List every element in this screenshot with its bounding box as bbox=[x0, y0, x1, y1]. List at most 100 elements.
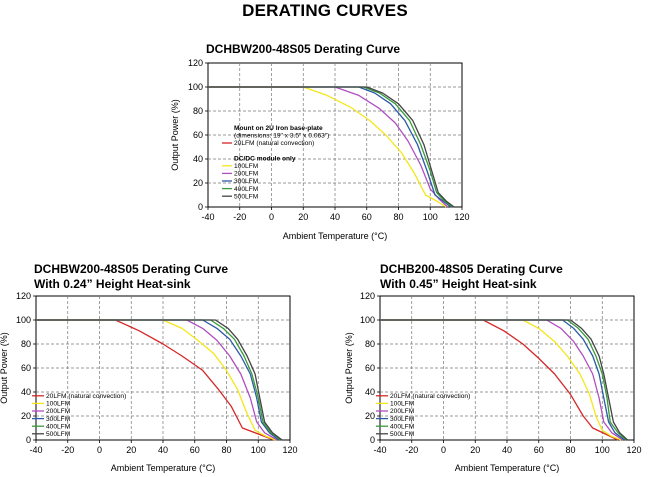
chart-title-bottom-right: DCHB200-48S05 Derating Curve With 0.45” … bbox=[380, 262, 563, 292]
series-line-200lfm bbox=[36, 319, 278, 441]
legend-entry: 200LFM bbox=[46, 408, 70, 415]
x-tick-label: -20 bbox=[405, 445, 418, 455]
x-tick-label: 40 bbox=[502, 445, 512, 455]
y-tick-label: 40 bbox=[365, 387, 375, 397]
series-line-300lfm bbox=[208, 86, 452, 208]
y-tick-label: 60 bbox=[193, 130, 203, 140]
legend-entry: (dimensions: 19" x 3.5" x 0.063") bbox=[234, 133, 329, 140]
y-tick-label: 120 bbox=[188, 58, 203, 68]
x-tick-label: 120 bbox=[454, 212, 469, 222]
y-tick-label: 100 bbox=[188, 82, 203, 92]
y-axis-label: Output Power (%) bbox=[170, 99, 180, 171]
x-tick-label: 20 bbox=[298, 212, 308, 222]
y-axis-label: Output Power (%) bbox=[344, 332, 354, 404]
legend-entry: 100LFM bbox=[234, 163, 258, 170]
chart-title-top: DCHBW200-48S05 Derating Curve bbox=[206, 42, 400, 57]
chart-title-line: DCHBW200-48S05 Derating Curve bbox=[34, 262, 229, 276]
y-axis-label: Output Power (%) bbox=[0, 332, 9, 404]
legend-entry: 200LFM bbox=[234, 171, 258, 178]
y-tick-label: 80 bbox=[21, 339, 31, 349]
x-tick-label: 60 bbox=[190, 445, 200, 455]
series-line-100lfm bbox=[36, 319, 276, 441]
y-tick-label: 20 bbox=[365, 411, 375, 421]
series-line-100lfm bbox=[380, 319, 622, 441]
y-tick-label: 0 bbox=[26, 435, 31, 445]
chart-title-line: DCHB200-48S05 Derating Curve bbox=[380, 262, 563, 276]
legend-entry: 300LFM bbox=[234, 178, 258, 185]
x-tick-label: -40 bbox=[373, 445, 386, 455]
x-tick-label: 0 bbox=[441, 445, 446, 455]
series-line-400lfm bbox=[380, 319, 627, 441]
legend-entry: 400LFM bbox=[390, 423, 414, 430]
y-tick-label: 80 bbox=[365, 339, 375, 349]
legend-entry: 400LFM bbox=[46, 423, 70, 430]
series-line-500lfm bbox=[208, 86, 455, 208]
x-tick-label: 0 bbox=[269, 212, 274, 222]
x-tick-label: -20 bbox=[233, 212, 246, 222]
legend-entry: 400LFM bbox=[234, 186, 258, 193]
series-line-500lfm bbox=[36, 319, 283, 441]
x-tick-label: 100 bbox=[423, 212, 438, 222]
x-tick-label: 0 bbox=[97, 445, 102, 455]
x-axis-label: Ambient Temperature (°C) bbox=[111, 463, 215, 473]
x-tick-label: 60 bbox=[362, 212, 372, 222]
series-line-500lfm bbox=[380, 319, 629, 441]
series-line-400lfm bbox=[208, 86, 453, 208]
x-tick-label: 80 bbox=[221, 445, 231, 455]
x-tick-label: -40 bbox=[201, 212, 214, 222]
x-tick-label: 40 bbox=[158, 445, 168, 455]
legend-entry: 300LFM bbox=[390, 416, 414, 423]
legend-entry: 500LFM bbox=[234, 193, 258, 200]
x-tick-label: 40 bbox=[330, 212, 340, 222]
x-tick-label: 60 bbox=[534, 445, 544, 455]
legend-entry: DC/DC module only bbox=[234, 155, 296, 162]
y-tick-label: 120 bbox=[360, 291, 375, 301]
series-line-100lfm bbox=[208, 86, 447, 208]
y-tick-label: 100 bbox=[16, 315, 31, 325]
legend-entry: 20LFM (natural convection) bbox=[234, 140, 314, 147]
x-tick-label: 80 bbox=[393, 212, 403, 222]
series-line-20lfm bbox=[380, 319, 619, 441]
series-line-300lfm bbox=[36, 319, 280, 441]
y-tick-label: 20 bbox=[21, 411, 31, 421]
y-tick-label: 40 bbox=[21, 387, 31, 397]
x-axis-label: Ambient Temperature (°C) bbox=[283, 231, 387, 241]
y-tick-label: 0 bbox=[370, 435, 375, 445]
y-tick-label: 40 bbox=[193, 154, 203, 164]
x-tick-label: 100 bbox=[595, 445, 610, 455]
x-tick-label: 120 bbox=[626, 445, 641, 455]
series-line-300lfm bbox=[380, 319, 625, 441]
y-tick-label: 0 bbox=[198, 202, 203, 212]
x-tick-label: 80 bbox=[565, 445, 575, 455]
x-tick-label: 100 bbox=[251, 445, 266, 455]
legend-entry: 100LFM bbox=[46, 401, 70, 408]
legend-entry: 500LFM bbox=[390, 431, 414, 438]
page-title: DERATING CURVES bbox=[242, 1, 408, 20]
y-tick-label: 60 bbox=[21, 363, 31, 373]
legend-entry: 20LFM (natural convection) bbox=[390, 393, 470, 400]
y-tick-label: 120 bbox=[16, 291, 31, 301]
y-tick-label: 60 bbox=[365, 363, 375, 373]
legend-entry: 20LFM (natural convection) bbox=[46, 393, 126, 400]
x-tick-label: 20 bbox=[126, 445, 136, 455]
chart-title-line: DCHBW200-48S05 Derating Curve bbox=[206, 42, 401, 56]
legend-entry: 300LFM bbox=[46, 416, 70, 423]
chart-title-bottom-left: DCHBW200-48S05 Derating Curve With 0.24”… bbox=[34, 262, 228, 292]
x-tick-label: 120 bbox=[282, 445, 297, 455]
chart-title-line: With 0.24” Height Heat-sink bbox=[34, 277, 191, 291]
x-tick-label: 20 bbox=[470, 445, 480, 455]
y-tick-label: 80 bbox=[193, 106, 203, 116]
series-line-200lfm bbox=[380, 319, 624, 441]
legend-entry: 500LFM bbox=[46, 431, 70, 438]
series-line-20lfm bbox=[36, 319, 275, 441]
legend-entry: 100LFM bbox=[390, 401, 414, 408]
y-tick-label: 20 bbox=[193, 178, 203, 188]
x-tick-label: -20 bbox=[61, 445, 74, 455]
series-line-400lfm bbox=[36, 319, 281, 441]
legend-entry: Mount on 2U Iron base-plate bbox=[234, 125, 323, 132]
chart-title-line: With 0.45” Height Heat-sink bbox=[380, 277, 537, 291]
legend-entry: 200LFM bbox=[390, 408, 414, 415]
